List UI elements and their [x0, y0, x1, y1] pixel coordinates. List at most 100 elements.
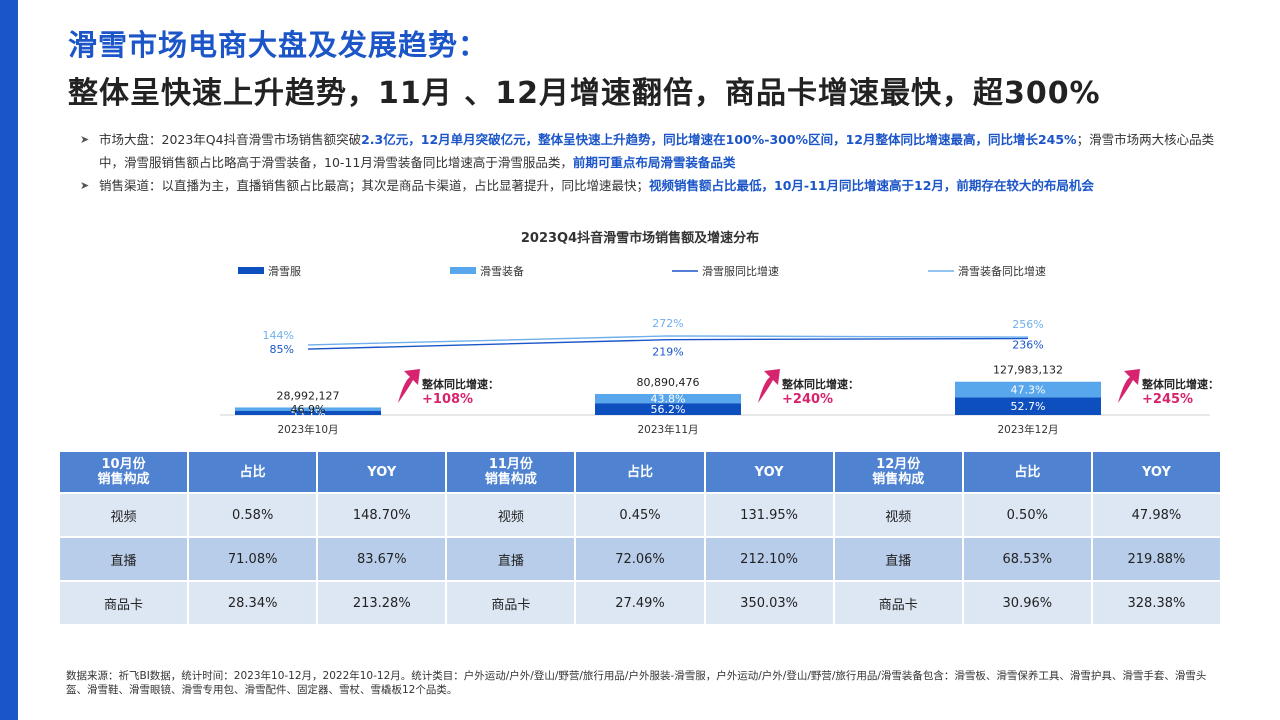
bar-equipment-label: 47.3%: [1011, 384, 1046, 397]
chart-title: 2023Q4抖音滑雪市场销售额及增速分布: [520, 231, 760, 246]
bar-clothes: [955, 397, 1101, 415]
page-subtitle: 整体呈快速上升趋势，11月 、12月增速翻倍，商品卡增速最快，超300%: [68, 76, 1101, 111]
cell-yoy: 148.70%: [318, 494, 446, 536]
cell-yoy: 219.88%: [1092, 538, 1220, 580]
cell-channel: 直播: [834, 538, 962, 580]
group-header-nov: 11月份 销售构成: [447, 452, 575, 492]
x-tick-label: 2023年11月: [637, 423, 698, 436]
cell-yoy: 47.98%: [1092, 494, 1220, 536]
cell-yoy: 212.10%: [705, 538, 833, 580]
bar-equipment: [955, 381, 1101, 398]
bar-clothes-label: 53.1%: [291, 407, 326, 420]
page-title: 滑雪市场电商大盘及发展趋势：: [68, 28, 489, 62]
cell-channel: 商品卡: [447, 582, 575, 624]
cell-share: 0.50%: [963, 494, 1091, 536]
growth-arrow-icon: [1118, 369, 1140, 403]
cell-channel: 视频: [834, 494, 962, 536]
bar-clothes-label: 56.2%: [651, 403, 686, 416]
cell-channel: 商品卡: [834, 582, 962, 624]
bar-total-label: 80,890,476: [637, 376, 700, 389]
legend-swatch: [238, 267, 264, 274]
x-tick-label: 2023年10月: [277, 423, 338, 436]
group-header-dec: 12月份 销售构成: [834, 452, 962, 492]
bar-equipment-label: 46.9%: [291, 403, 326, 416]
cell-share: 27.49%: [576, 582, 704, 624]
bullet-arrow-icon: ➤: [80, 179, 90, 192]
growth-annotation-value: +245%: [1142, 392, 1193, 407]
growth-annotation-value: +240%: [782, 392, 833, 407]
bullet-segment: ；滑雪市场两大核心品类中，滑雪服销售额占比略高于滑雪装备，10-11月滑雪装备同…: [99, 132, 1215, 170]
col-share-header: 占比: [963, 452, 1091, 492]
bullet-segment: 市场大盘：2023年Q4抖音滑雪市场销售额突破: [99, 132, 362, 147]
group-header-oct: 10月份 销售构成: [60, 452, 188, 492]
cell-share: 72.06%: [576, 538, 704, 580]
table-row: 直播 71.08% 83.67% 直播 72.06% 212.10% 直播 68…: [60, 538, 1220, 580]
cell-share: 68.53%: [963, 538, 1091, 580]
cell-yoy: 83.67%: [318, 538, 446, 580]
cell-yoy: 350.03%: [705, 582, 833, 624]
bullet-highlight: 视频销售额占比最低，10月-11月同比增速高于12月，前期存在较大的布局机会: [649, 178, 1094, 193]
bar-clothes: [235, 410, 381, 415]
clothes-growth-label: 85%: [270, 343, 294, 356]
col-yoy-header: YOY: [1092, 452, 1220, 492]
bullet-text: 销售渠道：以直播为主，直播销售额占比最高；其次是商品卡渠道，占比显著提升，同比增…: [99, 178, 1094, 193]
cell-channel: 视频: [447, 494, 575, 536]
x-tick-label: 2023年12月: [997, 423, 1058, 436]
bullet-arrow-icon: ➤: [80, 133, 90, 146]
col-yoy-header: YOY: [318, 452, 446, 492]
footnote: 数据来源：祈飞BI数据，统计时间：2023年10-12月，2022年10-12月…: [66, 670, 1207, 696]
cell-share: 71.08%: [189, 538, 317, 580]
table-row: 视频 0.58% 148.70% 视频 0.45% 131.95% 视频 0.5…: [60, 494, 1220, 536]
clothes-growth-label: 236%: [1012, 338, 1043, 351]
cell-channel: 直播: [447, 538, 575, 580]
legend-swatch: [450, 267, 476, 274]
bullet-highlight: 前期可重点布局滑雪装备品类: [572, 155, 736, 170]
line-equipment-growth: [307, 335, 1029, 346]
growth-annotation-label: 整体同比增速：: [421, 377, 499, 391]
legend-label: 滑雪装备: [480, 264, 524, 278]
col-yoy-header: YOY: [705, 452, 833, 492]
left-accent-bar: [0, 0, 18, 720]
cell-share: 30.96%: [963, 582, 1091, 624]
cell-yoy: 328.38%: [1092, 582, 1220, 624]
cell-share: 0.45%: [576, 494, 704, 536]
summary-bullets: ➤ 市场大盘：2023年Q4抖音滑雪市场销售额突破2.3亿元，12月单月突破亿元…: [80, 128, 1230, 197]
cell-share: 28.34%: [189, 582, 317, 624]
bar-equipment: [235, 407, 381, 411]
growth-arrow-icon: [758, 369, 780, 403]
bar-clothes-label: 52.7%: [1011, 400, 1046, 413]
bar-total-label: 127,983,132: [993, 364, 1063, 377]
legend-label: 滑雪装备同比增速: [958, 264, 1046, 278]
legend-label: 滑雪服同比增速: [702, 264, 779, 278]
growth-annotation-label: 整体同比增速：: [781, 377, 859, 391]
cell-yoy: 213.28%: [318, 582, 446, 624]
bullet-segment: 销售渠道：以直播为主，直播销售额占比最高；其次是商品卡渠道，占比显著提升，同比增…: [99, 178, 650, 193]
bar-equipment-label: 43.8%: [651, 393, 686, 406]
bullet-channel: ➤ 销售渠道：以直播为主，直播销售额占比最高；其次是商品卡渠道，占比显著提升，同…: [80, 174, 1230, 197]
bullet-market: ➤ 市场大盘：2023年Q4抖音滑雪市场销售额突破2.3亿元，12月单月突破亿元…: [80, 128, 1230, 174]
growth-arrow-icon: [398, 369, 420, 403]
clothes-growth-label: 219%: [652, 346, 683, 359]
sales-chart: 滑雪服 滑雪装备 滑雪服同比增速 滑雪装备同比增速 53.1%46.9%28,992,1…: [220, 264, 1219, 436]
cell-channel: 直播: [60, 538, 188, 580]
cell-share: 0.58%: [189, 494, 317, 536]
cell-channel: 商品卡: [60, 582, 188, 624]
table-header-row: 10月份 销售构成 占比 YOY 11月份 销售构成 占比 YOY 12月份 销售构成…: [60, 452, 1220, 492]
growth-annotation-label: 整体同比增速：: [1141, 377, 1219, 391]
cell-yoy: 131.95%: [705, 494, 833, 536]
bar-total-label: 28,992,127: [277, 389, 340, 402]
bullet-highlight: 2.3亿元，12月单月突破亿元，整体呈快速上升趋势，同比增速在100%-300%…: [361, 132, 1077, 147]
bar-clothes: [595, 403, 741, 415]
col-share-header: 占比: [189, 452, 317, 492]
channel-table: 10月份 销售构成 占比 YOY 11月份 销售构成 占比 YOY 12月份 销售构成…: [58, 450, 1222, 626]
equipment-growth-label: 256%: [1012, 318, 1043, 331]
bullet-text: 市场大盘：2023年Q4抖音滑雪市场销售额突破2.3亿元，12月单月突破亿元，整…: [99, 132, 1214, 170]
growth-annotation-value: +108%: [422, 392, 473, 407]
bar-equipment: [595, 393, 741, 404]
col-share-header: 占比: [576, 452, 704, 492]
equipment-growth-label: 144%: [263, 329, 294, 342]
legend-label: 滑雪服: [268, 265, 301, 278]
equipment-growth-label: 272%: [652, 317, 683, 330]
cell-channel: 视频: [60, 494, 188, 536]
table-row: 商品卡 28.34% 213.28% 商品卡 27.49% 350.03% 商品…: [60, 582, 1220, 624]
